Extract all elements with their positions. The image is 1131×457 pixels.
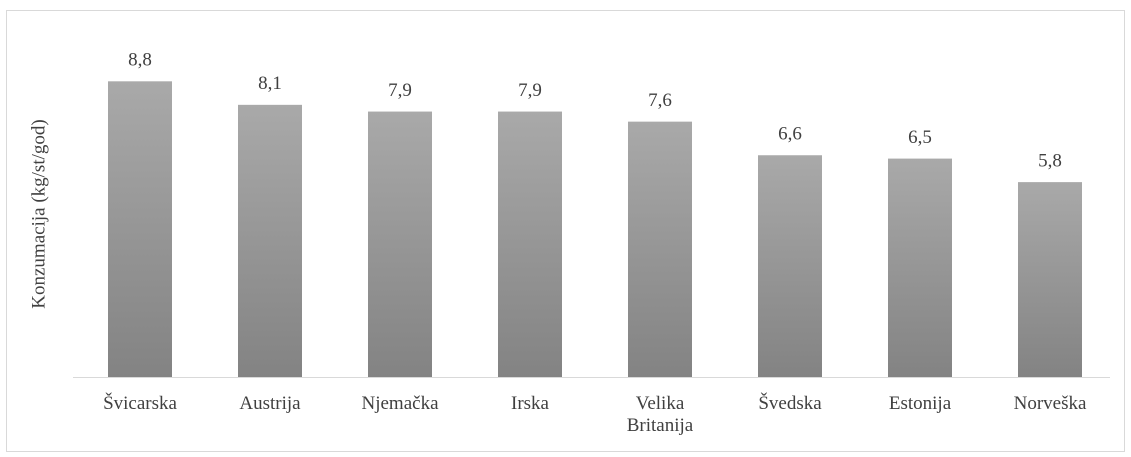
bar bbox=[628, 121, 692, 377]
x-tick-label: Velika Britanija bbox=[626, 393, 694, 436]
data-label: 6,6 bbox=[778, 124, 802, 145]
data-label: 7,6 bbox=[648, 90, 672, 111]
bar bbox=[498, 111, 562, 377]
bar bbox=[368, 111, 432, 377]
bar bbox=[108, 81, 172, 377]
x-tick-label: Austrija bbox=[239, 393, 301, 414]
x-tick-label: Irska bbox=[511, 393, 549, 414]
data-label: 8,1 bbox=[258, 73, 282, 94]
bar bbox=[238, 104, 302, 377]
x-tick-label: Švedska bbox=[758, 393, 822, 414]
x-tick-label: Norveška bbox=[1013, 393, 1087, 414]
data-label: 7,9 bbox=[388, 80, 412, 101]
data-label: 7,9 bbox=[518, 80, 542, 101]
data-label: 6,5 bbox=[908, 127, 932, 148]
x-tick-label: Njemačka bbox=[361, 393, 439, 414]
x-tick-label: Estonija bbox=[888, 393, 952, 414]
bar bbox=[758, 155, 822, 377]
chart-border bbox=[6, 10, 1125, 452]
x-tick-label: Švicarska bbox=[103, 393, 177, 414]
data-label: 5,8 bbox=[1038, 150, 1062, 171]
bar bbox=[888, 158, 952, 377]
y-axis-label: Konzumacija (kg/st/god) bbox=[28, 119, 49, 308]
bar bbox=[1018, 182, 1082, 377]
data-label: 8,8 bbox=[128, 50, 152, 71]
